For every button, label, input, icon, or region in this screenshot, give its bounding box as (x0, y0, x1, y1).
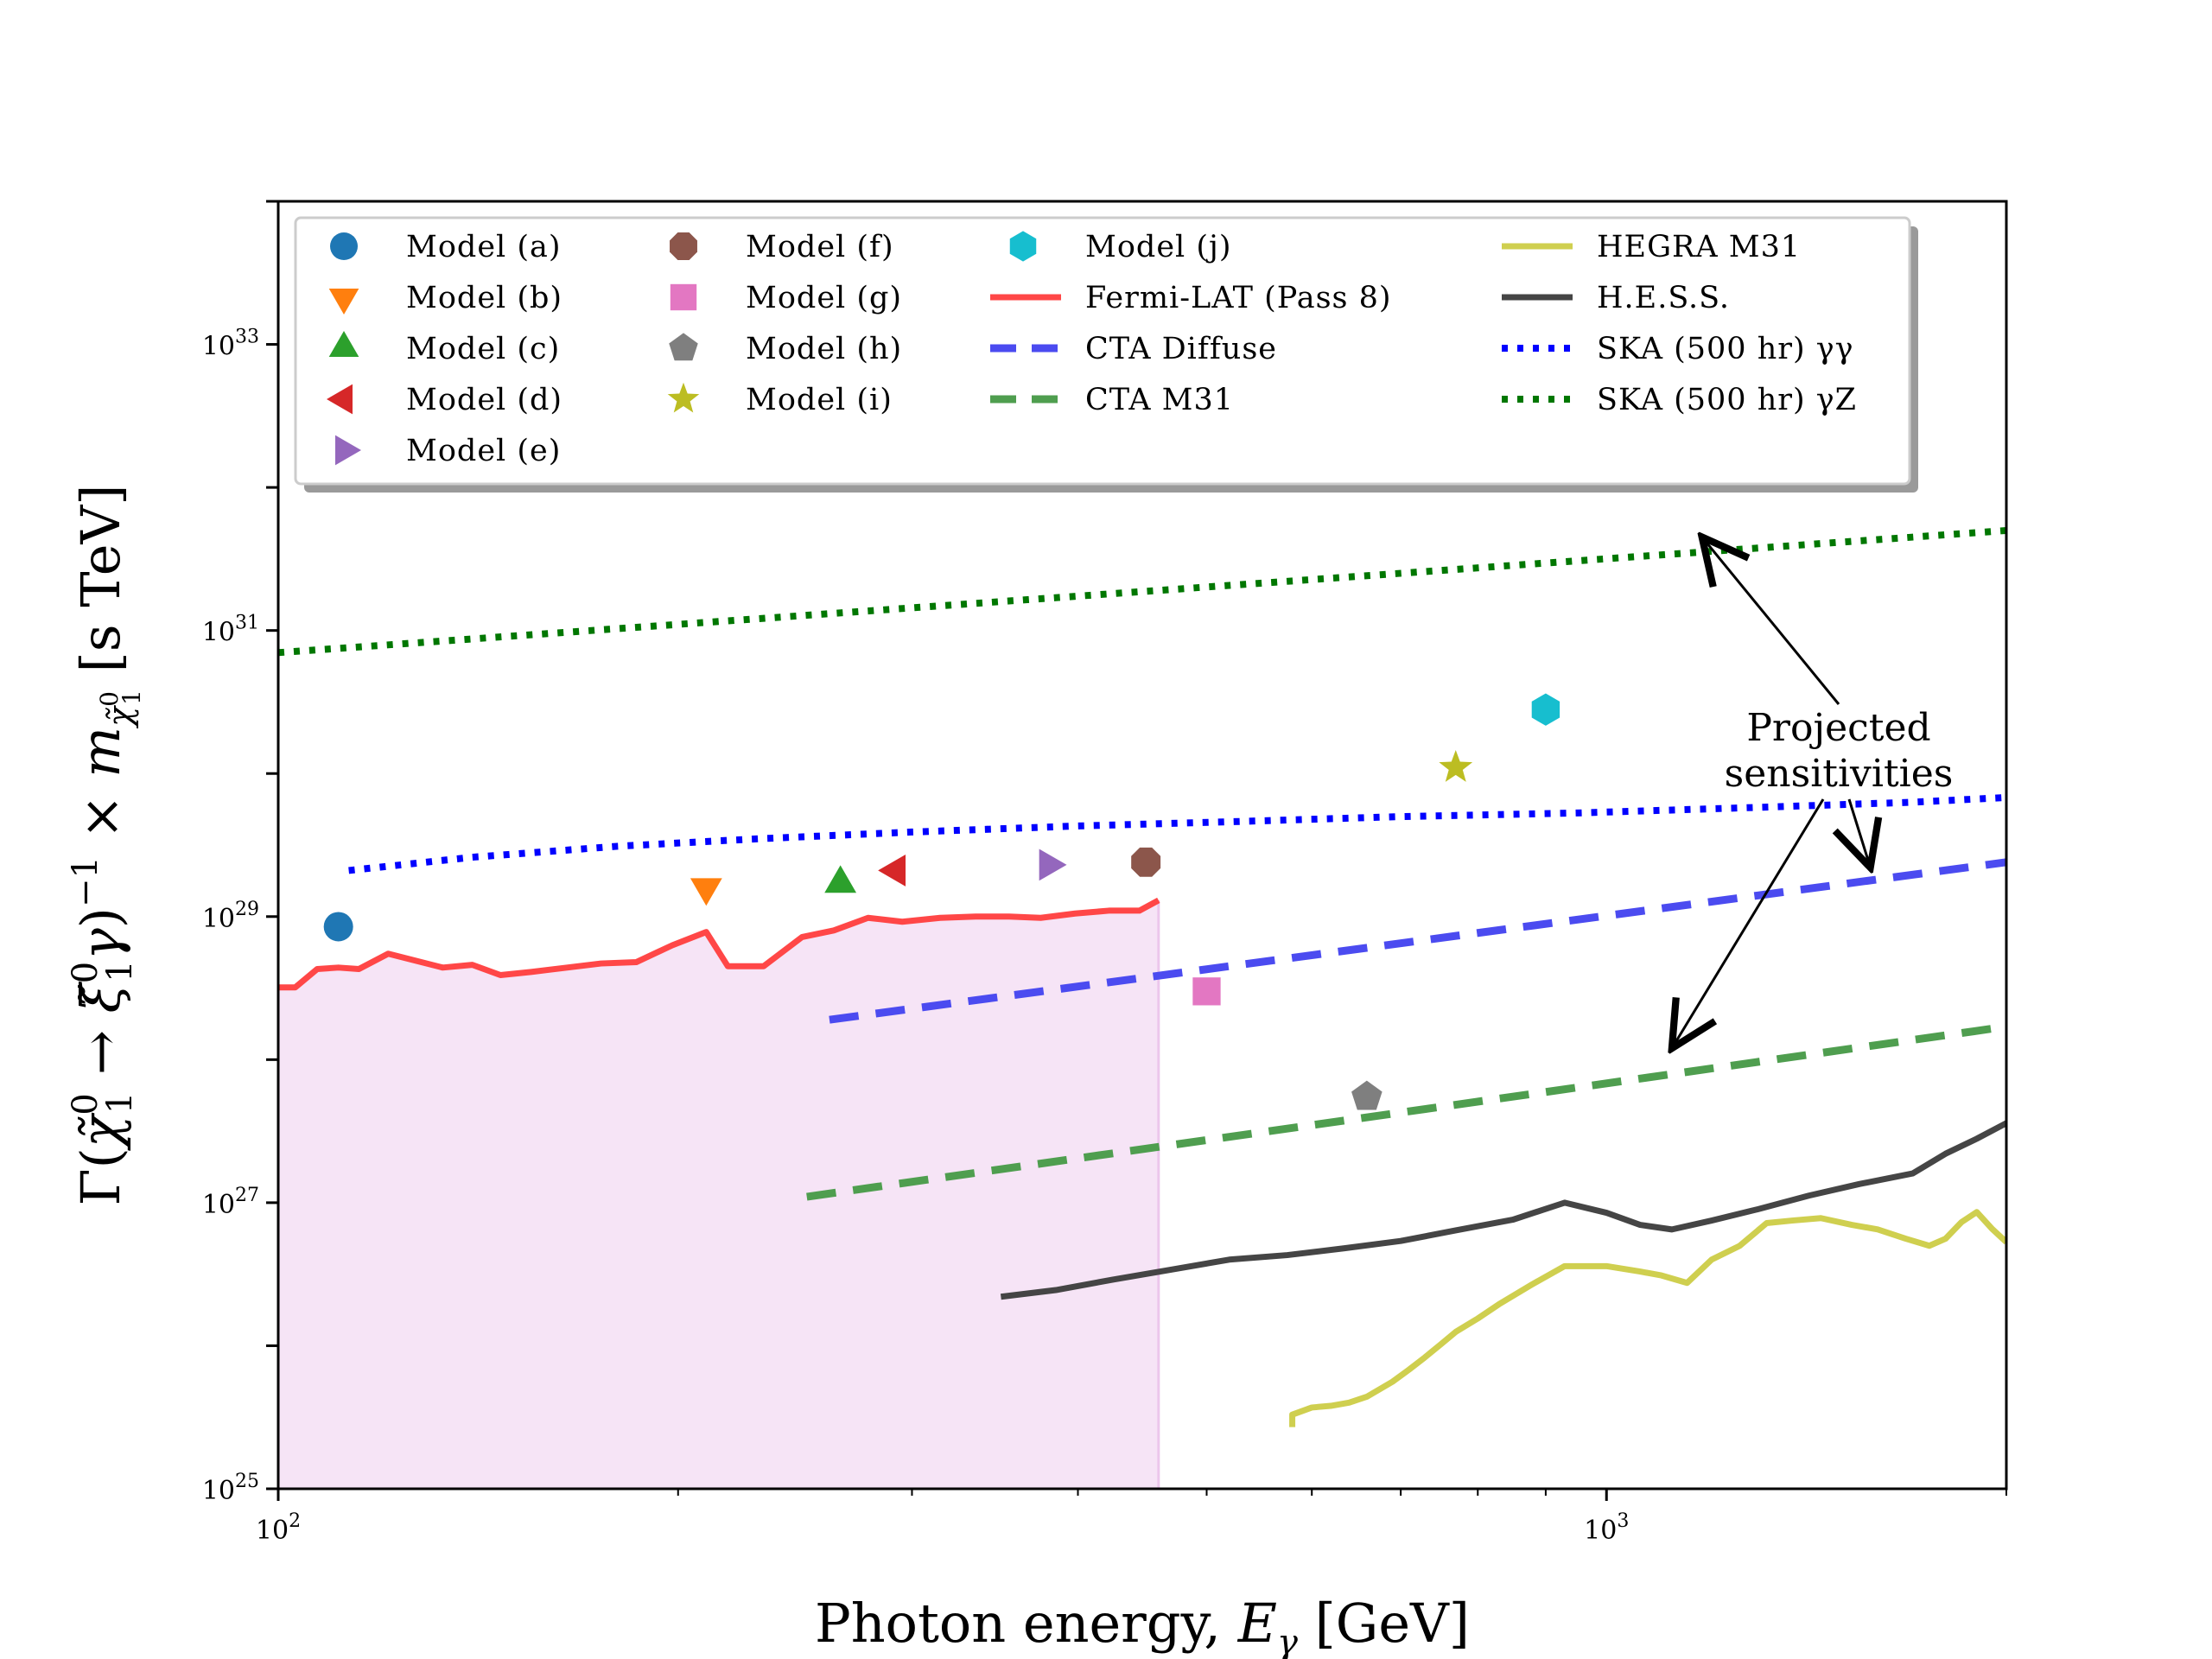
cta-diffuse-line (829, 858, 2006, 1024)
model-f-point (1131, 847, 1161, 877)
ska-500-hr-legend-label: SKA (500 hr) γγ (1597, 332, 1854, 366)
model-i-point (1439, 749, 1473, 782)
model-e-point (1039, 849, 1067, 881)
y-tick-label: 1033 (202, 327, 259, 362)
model-a-point (323, 912, 353, 942)
fermi-lat-pass-8-line (278, 897, 1160, 991)
model-i-legend-label: Model (i) (746, 383, 893, 417)
model-g-legend-label: Model (g) (746, 281, 902, 315)
legend-box (294, 216, 1911, 486)
model-d-point (878, 855, 906, 887)
annotation-text: Projected (1746, 706, 1930, 750)
point-layer (323, 693, 1560, 1110)
fill-layer (278, 899, 1160, 1489)
annotation-arrow (1672, 798, 1825, 1048)
y-axis-label: Γ(χ̃01 → ξ̃01γ)−1 × mχ̃01 [s TeV] (66, 485, 146, 1206)
h-e-s-s-legend-label: H.E.S.S. (1597, 281, 1730, 315)
model-b-legend-marker (328, 289, 359, 315)
h-e-s-s-line (1000, 1120, 2006, 1300)
annotation-arrow (1849, 798, 1871, 868)
model-a-legend-label: Model (a) (406, 230, 562, 264)
model-a-legend-marker (330, 232, 358, 260)
annotation-arrow (1702, 537, 1840, 705)
model-j-point (1531, 693, 1560, 726)
series-layer (278, 526, 2006, 1427)
model-j-legend-marker (1009, 231, 1037, 262)
ska-500-hr-line (348, 793, 2006, 874)
cta-diffuse-legend-label: CTA Diffuse (1085, 332, 1277, 366)
model-e-legend-label: Model (e) (406, 434, 561, 468)
model-b-legend-label: Model (b) (406, 281, 563, 315)
model-c-point (824, 865, 857, 893)
model-i-legend-marker (667, 382, 700, 413)
x-tick-label: 103 (1584, 1510, 1629, 1546)
model-c-legend-label: Model (c) (406, 332, 560, 366)
model-f-legend-marker (670, 232, 697, 260)
y-tick-label: 1025 (202, 1471, 259, 1506)
model-c-legend-marker (328, 331, 359, 357)
plot-frame (276, 200, 2008, 1491)
cta-m31-line (806, 1022, 2006, 1201)
legend: Model (a) Model (b) Model (c) Model (d) Mode… (294, 216, 1918, 493)
fermi-lat-pass-8-legend-label: Fermi-LAT (Pass 8) (1085, 281, 1392, 315)
model-j-legend-label: Model (j) (1085, 230, 1232, 264)
model-d-legend-label: Model (d) (406, 383, 563, 417)
y-tick-label: 1029 (202, 899, 259, 934)
y-tick-label: 1027 (202, 1185, 259, 1220)
model-d-legend-marker (327, 384, 353, 415)
x-axis-label: Photon energy, Eγ [GeV] (815, 1592, 1470, 1659)
model-h-legend-label: Model (h) (746, 332, 902, 366)
model-g-point (1192, 977, 1221, 1006)
model-f-legend-label: Model (f) (746, 230, 894, 264)
model-g-legend-marker (670, 283, 697, 311)
hegra-m31-legend-label: HEGRA M31 (1597, 230, 1801, 264)
x-tick-label: 102 (256, 1510, 301, 1546)
cta-m31-legend-label: CTA M31 (1085, 383, 1234, 417)
hegra-m31-line (1289, 1209, 2006, 1427)
model-h-point (1351, 1080, 1382, 1110)
y-tick-label: 1031 (202, 613, 259, 648)
fermi-lat-pass-8-fill (278, 899, 1159, 1489)
ska-500-hr-z-legend-label: SKA (500 hr) γZ (1597, 383, 1857, 417)
annotation-text: sensitivities (1725, 752, 1954, 796)
model-e-legend-marker (335, 435, 361, 466)
model-h-legend-marker (669, 333, 698, 361)
model-b-point (690, 878, 722, 906)
